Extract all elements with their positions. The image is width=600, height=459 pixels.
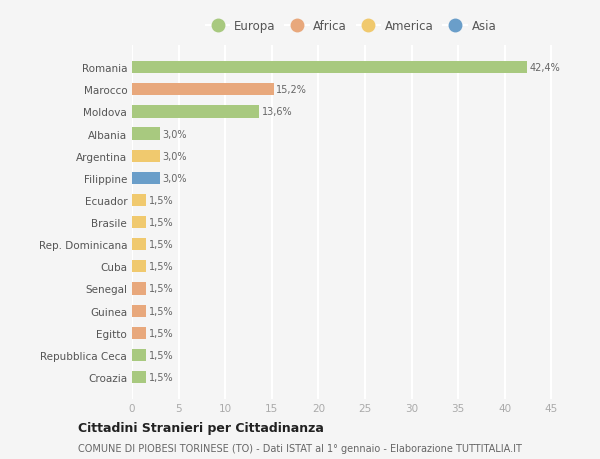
Bar bbox=[132, 349, 146, 361]
Text: 13,6%: 13,6% bbox=[262, 107, 292, 117]
Text: 1,5%: 1,5% bbox=[149, 262, 173, 272]
Bar bbox=[132, 217, 146, 229]
Bar bbox=[132, 195, 146, 207]
Legend: Europa, Africa, America, Asia: Europa, Africa, America, Asia bbox=[202, 17, 500, 36]
Bar bbox=[132, 150, 160, 162]
Bar bbox=[132, 371, 146, 383]
Bar bbox=[132, 305, 146, 317]
Text: 1,5%: 1,5% bbox=[149, 328, 173, 338]
Text: 1,5%: 1,5% bbox=[149, 196, 173, 206]
Text: 1,5%: 1,5% bbox=[149, 306, 173, 316]
Text: 42,4%: 42,4% bbox=[530, 63, 560, 73]
Bar bbox=[132, 239, 146, 251]
Bar bbox=[132, 173, 160, 185]
Bar bbox=[132, 128, 160, 140]
Text: Cittadini Stranieri per Cittadinanza: Cittadini Stranieri per Cittadinanza bbox=[78, 421, 324, 434]
Bar bbox=[132, 62, 527, 74]
Text: 3,0%: 3,0% bbox=[163, 151, 187, 162]
Text: 1,5%: 1,5% bbox=[149, 284, 173, 294]
Bar bbox=[132, 106, 259, 118]
Bar bbox=[132, 327, 146, 339]
Text: 3,0%: 3,0% bbox=[163, 129, 187, 139]
Text: 1,5%: 1,5% bbox=[149, 372, 173, 382]
Bar bbox=[132, 283, 146, 295]
Text: 1,5%: 1,5% bbox=[149, 218, 173, 228]
Text: 3,0%: 3,0% bbox=[163, 174, 187, 184]
Text: 1,5%: 1,5% bbox=[149, 350, 173, 360]
Bar bbox=[132, 84, 274, 96]
Text: 1,5%: 1,5% bbox=[149, 240, 173, 250]
Text: COMUNE DI PIOBESI TORINESE (TO) - Dati ISTAT al 1° gennaio - Elaborazione TUTTIT: COMUNE DI PIOBESI TORINESE (TO) - Dati I… bbox=[78, 443, 522, 453]
Text: 15,2%: 15,2% bbox=[277, 85, 307, 95]
Bar bbox=[132, 261, 146, 273]
